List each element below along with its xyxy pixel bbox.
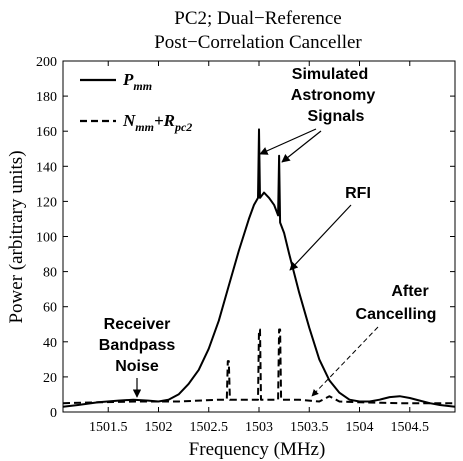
y-tick-label: 0 [50, 406, 57, 421]
y-tick-label: 40 [43, 336, 57, 351]
annotation-receiver-line1: Receiver [104, 316, 171, 333]
annotation-after-cancelling: After Cancelling [356, 283, 437, 323]
y-tick-label: 60 [43, 301, 57, 316]
x-tick-label: 1504 [346, 420, 374, 435]
x-tick-label: 1503.5 [290, 420, 329, 435]
annotation-astronomy-line2: Astronomy [291, 87, 376, 104]
x-tick-label: 1501.5 [89, 420, 128, 435]
series-line-pmm [62, 128, 456, 408]
y-tick-label: 200 [36, 55, 57, 70]
annotation-receiver-line2: Bandpass [99, 337, 176, 354]
x-tick-label: 1502 [144, 420, 172, 435]
y-tick-label: 160 [36, 125, 57, 140]
x-tick-label: 1504.5 [391, 420, 430, 435]
legend-sub2: pc2 [174, 120, 192, 134]
legend-main: N [122, 111, 136, 130]
series-layer [62, 128, 456, 408]
annotation-after-line1: After [391, 283, 428, 300]
legend-main2: +R [154, 111, 175, 130]
x-axis-label: Frequency (MHz) [189, 439, 326, 460]
axis-ticks: 1501.5 1502 1502.5 1503 1503.5 1504 1504.5 0 20 4… [36, 55, 455, 435]
y-tick-label: 20 [43, 371, 57, 386]
x-tick-label: 1503 [245, 420, 273, 435]
annotation-astronomy-line1: Simulated [292, 66, 368, 83]
annotation-astronomy: Simulated Astronomy Signals [291, 66, 376, 125]
legend: Pmm Nmm+Rpc2 [80, 70, 192, 134]
chart-subtitle: Post−Correlation Canceller [154, 32, 362, 53]
y-tick-label: 120 [36, 195, 57, 210]
annotation-astronomy-line3: Signals [308, 108, 365, 125]
y-axis-label: Power (arbitrary units) [6, 150, 27, 323]
annotation-receiver-line3: Noise [115, 358, 159, 375]
annotation-after-line2: Cancelling [356, 306, 437, 323]
arrow-after-cancelling [311, 326, 379, 397]
chart-title: PC2; Dual−Reference [174, 8, 341, 29]
series-line-nmm-rpc2 [62, 328, 455, 405]
y-tick-label: 180 [36, 90, 57, 105]
legend-main: P [122, 70, 134, 89]
legend-label-pmm: Pmm [122, 70, 152, 93]
annotation-rfi: RFI [345, 185, 371, 202]
y-tick-label: 140 [36, 160, 57, 175]
legend-sub: mm [133, 79, 152, 93]
y-tick-label: 100 [36, 231, 57, 246]
annotation-receiver: Receiver Bandpass Noise [99, 316, 176, 375]
legend-label-nmm-rpc2: Nmm+Rpc2 [122, 111, 192, 134]
arrow-rfi [289, 204, 352, 271]
legend-sub: mm [135, 120, 154, 134]
arrow-astronomy-1 [259, 128, 317, 155]
x-tick-label: 1502.5 [189, 420, 228, 435]
arrow-astronomy-2 [281, 130, 322, 163]
y-tick-label: 80 [43, 266, 57, 281]
